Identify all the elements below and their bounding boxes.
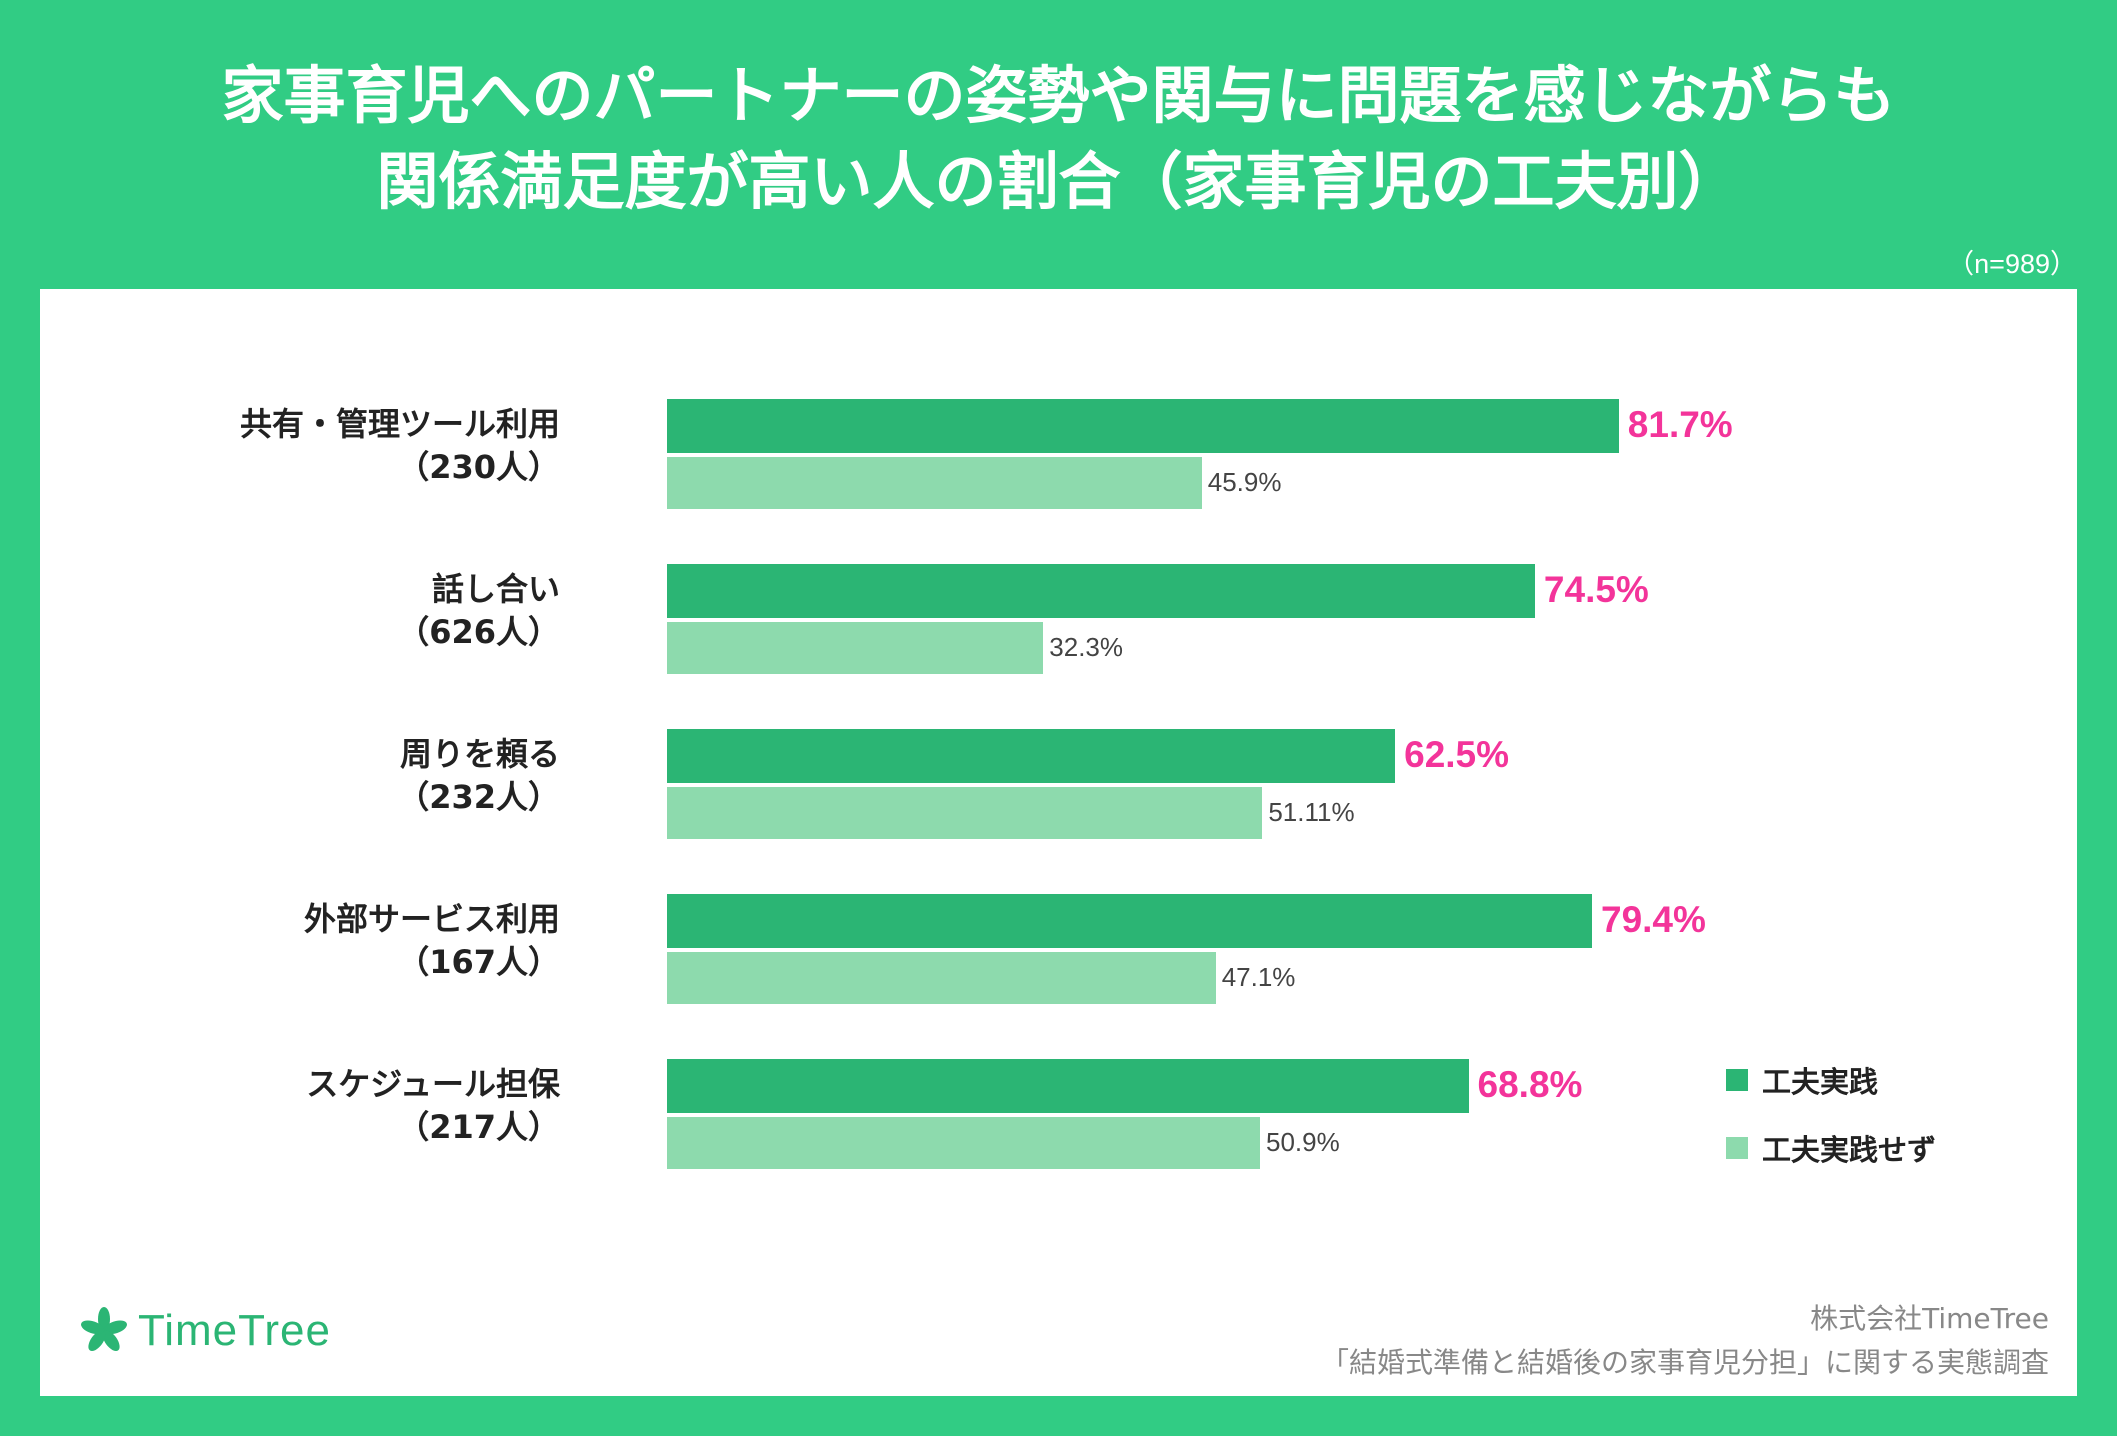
- bar-not-practiced: [667, 457, 1202, 509]
- legend-label-practiced: 工夫実践: [1762, 1065, 1879, 1099]
- bar-not-practiced: [667, 787, 1263, 839]
- category-label: 話し合い: [431, 570, 560, 608]
- category-count: （167人）: [397, 943, 560, 981]
- data-label-not-practiced: 47.1%: [1221, 962, 1296, 992]
- data-label-practiced: 62.5%: [1404, 734, 1510, 775]
- data-label-practiced: 79.4%: [1601, 899, 1706, 940]
- source-company: 株式会社TimeTree: [1810, 1302, 2049, 1335]
- legend-label-not-practiced: 工夫実践せず: [1762, 1133, 1937, 1167]
- sample-size-note: （n=989）: [1947, 249, 2077, 279]
- leaf-icon: [81, 1307, 127, 1352]
- bar-not-practiced: [667, 952, 1216, 1004]
- legend-swatch-not-practiced: [1726, 1137, 1748, 1159]
- category-label: 外部サービス利用: [303, 900, 560, 938]
- data-label-not-practiced: 45.9%: [1207, 467, 1282, 497]
- legend-swatch-practiced: [1726, 1069, 1748, 1091]
- logo-wordmark: TimeTree: [138, 1306, 331, 1355]
- data-label-not-practiced: 50.9%: [1265, 1127, 1340, 1157]
- bar-practiced: [667, 894, 1592, 948]
- legend-item-practiced: 工夫実践: [1726, 1059, 1878, 1101]
- legend-item-not-practiced: 工夫実践せず: [1726, 1127, 1936, 1169]
- data-label-practiced: 81.7%: [1627, 404, 1733, 445]
- bar-practiced: [667, 399, 1619, 453]
- category-label: 周りを頼る: [399, 735, 560, 773]
- bar-practiced: [667, 1059, 1469, 1113]
- chart-title-line-2: 関係満足度が高い人の割合（家事育児の工夫別）: [376, 145, 1741, 218]
- timetree-logo: TimeTree: [80, 1306, 331, 1356]
- bar-not-practiced: [667, 1117, 1260, 1169]
- category-count: （626人）: [397, 613, 560, 651]
- data-label-not-practiced: 32.3%: [1049, 632, 1124, 662]
- category-label: スケジュール担保: [306, 1065, 560, 1103]
- category-count: （217人）: [397, 1108, 560, 1146]
- category-count: （232人）: [397, 778, 560, 816]
- source-survey: 「結婚式準備と結婚後の家事育児分担」に関する実態調査: [1320, 1346, 2049, 1379]
- data-label-practiced: 68.8%: [1477, 1064, 1583, 1105]
- category-label: 共有・管理ツール利用: [239, 405, 560, 443]
- category-count: （230人）: [397, 448, 560, 486]
- bar-practiced: [667, 564, 1535, 618]
- data-label-not-practiced: 51.11%: [1268, 797, 1355, 827]
- data-label-practiced: 74.5%: [1543, 569, 1649, 610]
- bar-not-practiced: [667, 622, 1044, 674]
- chart-title-line-1: 家事育児へのパートナーの姿勢や関与に問題を感じながらも: [221, 59, 1896, 132]
- bar-practiced: [667, 729, 1396, 783]
- chart-panel: 共有・管理ツール利用 （230人） 81.7% 45.9% 話し合い （626人） 74.5…: [40, 289, 2077, 1396]
